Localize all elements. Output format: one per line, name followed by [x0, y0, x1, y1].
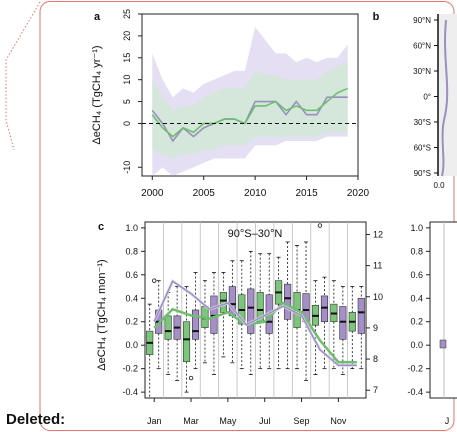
panel-c-x-tick-label: May	[219, 416, 237, 426]
panel-a-x-tick-label: 2010	[244, 188, 267, 199]
panel-a-x-tick-label: 2020	[347, 188, 370, 199]
panel-c-y-tick-label: 0.6	[125, 270, 138, 280]
panel-d-y-tick-label: -0.4	[407, 387, 423, 397]
panel-c-y-tick-label: 0.0	[125, 340, 138, 350]
panel-b-y-tick-label: 60°N	[413, 42, 431, 51]
panel-d-x-tick-label: J	[445, 416, 450, 426]
panel-c-x-tick-label: Sep	[294, 416, 310, 426]
panel-a-y-tick-label: 5	[122, 99, 132, 104]
panel-c-y2-tick-label: 7	[373, 385, 378, 395]
panel-c-letter: c	[98, 221, 104, 233]
panel-c-box-purple	[339, 306, 347, 340]
panel-c-y2-tick-label: 8	[373, 354, 378, 364]
panel-a-x-tick-label: 2005	[193, 188, 216, 199]
panel-c-y2-tick-label: 11	[373, 261, 382, 271]
panel-a-y-tick-label: 20	[122, 31, 132, 41]
panel-c-box-purple	[247, 288, 255, 334]
panel-b-y-tick-label: 0°	[423, 93, 431, 102]
panel-a-x-tick-label: 2000	[141, 188, 164, 199]
panel-d-y-tick-label: 0.6	[410, 270, 423, 280]
panel-a-y-tick-label: 25	[122, 9, 132, 19]
panel-c-box-purple	[210, 295, 218, 334]
panel-c-y-tick-label: -0.4	[122, 387, 138, 397]
panel-c-y-tick-label: 0.2	[125, 317, 138, 327]
panel-a-line-green	[151, 87, 349, 138]
panel-b-y-tick-label: 90°S	[414, 169, 431, 178]
panel-c-outlier	[188, 375, 194, 381]
panel-c-box-green	[182, 321, 191, 362]
panel-b-line-purple	[441, 19, 449, 177]
panel-b-x-tick-label: 0.0	[433, 181, 445, 190]
annotation-dotted-line	[5, 1, 41, 151]
panel-d-box	[439, 339, 447, 349]
deleted-label: Deleted:	[6, 411, 66, 428]
panel-c-y-tick-label: 1.0	[125, 223, 138, 233]
panel-a-x-tick-label: 2015	[295, 188, 318, 199]
panel-c-y-tick-label: 0.8	[125, 246, 138, 256]
panel-c-outlier	[152, 278, 157, 283]
panel-c-line-purple-core	[153, 280, 357, 366]
panel-c-x-tick-label: Jul	[259, 416, 271, 426]
panel-d-y-tick-label: 0.2	[410, 317, 423, 327]
panel-a-y-tick-label: 15	[122, 53, 132, 63]
panel-c-y-tick-label: -0.2	[122, 364, 138, 374]
panel-d-y-tick-label: 1.0	[410, 223, 423, 233]
panel-c-y2-tick-label: 12	[373, 229, 383, 239]
panel-c-box-purple	[284, 283, 292, 320]
panel-a-band-green	[152, 62, 348, 159]
panel-c-box-purple	[320, 295, 329, 323]
panel-a-y-tick-label: 0	[122, 121, 132, 126]
panel-c-x-tick-label: Mar	[183, 416, 199, 426]
panel-c-y-tick-label: 0.4	[125, 293, 138, 303]
panel-c-box-green	[164, 315, 172, 340]
panel-c-y2-tick-label: 9	[373, 323, 378, 333]
panel-c-ylabel: ΔeCH₄ (TgCH₄ mon⁻¹)	[96, 259, 108, 370]
panel-d-y-tick-label: 0.8	[410, 246, 423, 256]
panel-b-y-tick-label: 30°S	[414, 118, 431, 127]
panel-b-y-tick-label: 60°S	[414, 144, 431, 153]
panel-d-y-tick-label: -0.2	[407, 364, 423, 374]
panel-a-y-tick-label: -10	[122, 161, 132, 174]
panel-c-x-tick-label: Jan	[147, 416, 162, 426]
panel-a-ylabel: ΔeCH₄ (TgCH₄ yr⁻¹)	[91, 45, 103, 144]
panel-a-y-tick-label: 10	[122, 75, 132, 85]
panel-c-title: 90°S–30°N	[228, 228, 283, 240]
panel-c-y2-tick-label: 10	[373, 292, 383, 302]
panel-c-outlier	[317, 223, 323, 228]
panel-c-box-purple	[191, 309, 200, 340]
panel-c-line-green	[153, 301, 357, 364]
panel-d-y-tick-label: 0.0	[410, 340, 423, 350]
panel-a-letter: a	[94, 11, 101, 23]
panel-b-letter: b	[373, 11, 380, 23]
panel-d-y-tick-label: 0.4	[410, 293, 423, 303]
panel-b-y-tick-label: 30°N	[413, 67, 431, 76]
comment-box-border	[39, 1, 455, 431]
panel-c-x-tick-label: Nov	[330, 416, 347, 426]
panel-c-box-purple	[357, 297, 365, 334]
panel-b-y-tick-label: 90°N	[413, 16, 431, 25]
